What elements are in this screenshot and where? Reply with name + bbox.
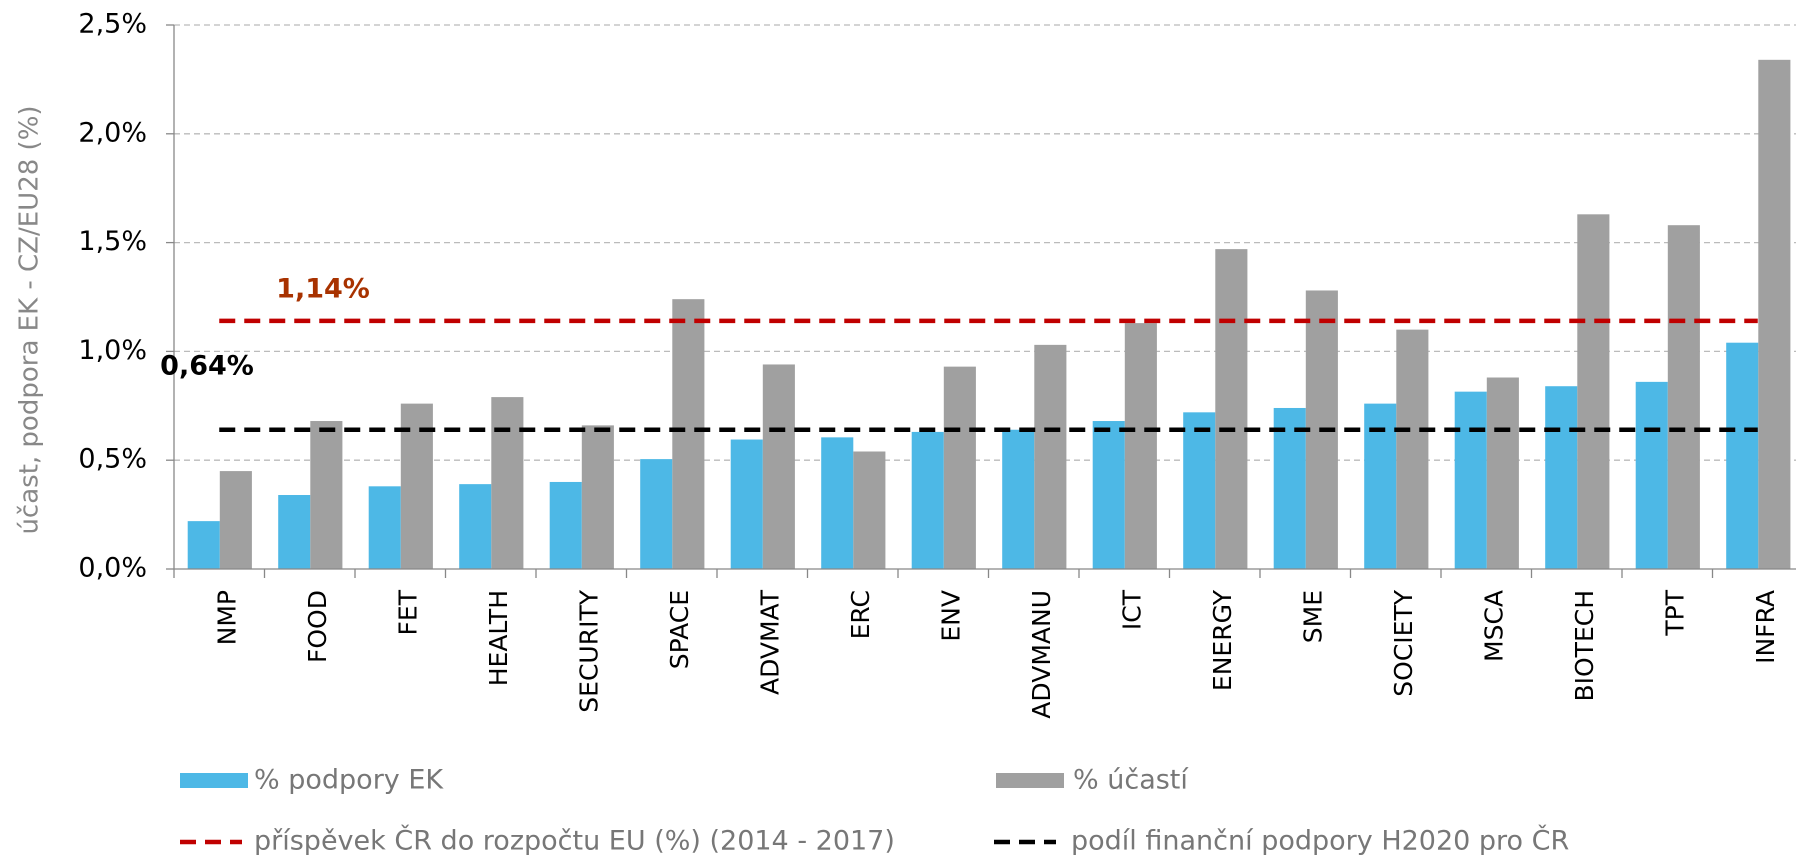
legend-swatch bbox=[180, 773, 248, 788]
x-tick-label: FOOD bbox=[303, 590, 332, 663]
x-tick-label: FET bbox=[393, 589, 422, 635]
bar bbox=[821, 437, 854, 569]
x-tick-label: ERC bbox=[846, 590, 875, 639]
x-tick-label: INFRA bbox=[1751, 590, 1780, 664]
x-tick-label: ADVMANU bbox=[1027, 590, 1056, 719]
bar bbox=[549, 481, 582, 569]
bar bbox=[459, 484, 492, 569]
x-tick-label: HEALTH bbox=[484, 590, 513, 686]
x-tick-label: SECURITY bbox=[574, 589, 603, 712]
bar bbox=[581, 425, 614, 569]
bar bbox=[1486, 377, 1519, 569]
reference-label: 0,64% bbox=[160, 351, 254, 382]
bar bbox=[1092, 421, 1125, 569]
x-tick-label: SOCIETY bbox=[1389, 589, 1418, 696]
bar bbox=[1758, 59, 1791, 569]
y-tick-label: 1,0% bbox=[78, 335, 147, 366]
bar bbox=[1273, 407, 1306, 569]
y-axis-label: účast, podpora EK - CZ/EU28 (%) bbox=[15, 105, 45, 534]
y-tick-label: 0,0% bbox=[78, 553, 147, 584]
bar bbox=[672, 299, 705, 569]
legend-label: příspěvek ČR do rozpočtu EU (%) (2014 - … bbox=[254, 825, 895, 857]
y-tick-label: 2,0% bbox=[78, 117, 147, 148]
legend-label: % účastí bbox=[1073, 765, 1189, 796]
y-tick-label: 2,5% bbox=[78, 9, 147, 40]
bar bbox=[219, 471, 252, 569]
y-tick-label: 1,5% bbox=[78, 226, 147, 257]
bar bbox=[1124, 323, 1157, 569]
bar bbox=[187, 521, 220, 569]
bar bbox=[368, 486, 401, 569]
bar bbox=[943, 366, 976, 569]
bar bbox=[1667, 225, 1700, 569]
bar bbox=[1183, 412, 1216, 569]
x-tick-label: NMP bbox=[212, 590, 241, 645]
legend-label: % podpory EK bbox=[254, 765, 444, 796]
x-tick-label: MSCA bbox=[1479, 590, 1508, 662]
legend-label: podíl finanční podpory H2020 pro ČR bbox=[1071, 825, 1569, 857]
bar bbox=[1726, 342, 1759, 569]
x-tick-label: ADVMAT bbox=[755, 589, 784, 695]
x-tick-label: SPACE bbox=[665, 590, 694, 669]
bar bbox=[278, 495, 311, 569]
x-tick-label: ICT bbox=[1117, 589, 1146, 630]
bar bbox=[853, 451, 886, 569]
bar bbox=[310, 421, 343, 569]
bar bbox=[1577, 214, 1610, 569]
bar bbox=[1034, 344, 1067, 569]
x-tick-label: BIOTECH bbox=[1570, 590, 1599, 702]
bar bbox=[730, 439, 763, 569]
bar bbox=[911, 431, 944, 569]
x-tick-label: TPT bbox=[1660, 589, 1689, 636]
reference-label: 1,14% bbox=[276, 274, 370, 305]
bar bbox=[1215, 249, 1248, 570]
bar bbox=[1396, 329, 1429, 569]
legend-swatch bbox=[996, 773, 1064, 788]
bar bbox=[640, 459, 673, 569]
bar bbox=[491, 397, 524, 569]
x-tick-label: SME bbox=[1298, 590, 1327, 643]
bar bbox=[1454, 391, 1487, 569]
bar bbox=[1002, 429, 1035, 569]
y-tick-label: 0,5% bbox=[78, 444, 147, 475]
bar bbox=[762, 364, 795, 569]
x-tick-label: ENV bbox=[936, 590, 965, 642]
x-tick-label: ENERGY bbox=[1208, 589, 1237, 691]
bar bbox=[1545, 386, 1578, 569]
bar bbox=[1635, 381, 1668, 569]
